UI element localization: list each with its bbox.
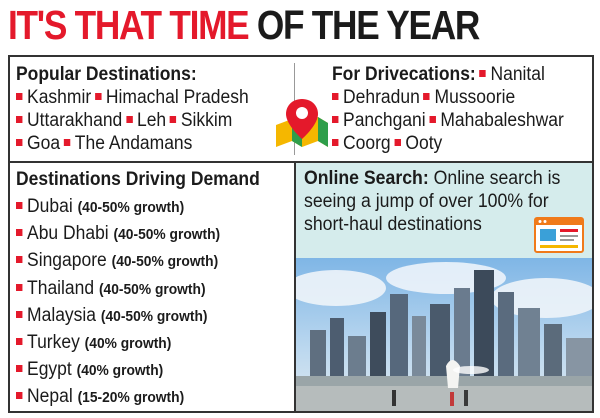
list-line: Goa The Andamans: [16, 132, 249, 155]
section-title: Destinations Driving Demand: [16, 169, 260, 190]
bullet: [16, 92, 23, 100]
list-item: Turkey (40% growth): [16, 330, 260, 357]
destination-name: Egypt: [27, 359, 72, 381]
bullet: [16, 392, 23, 400]
divider: [294, 163, 296, 411]
list-item: Coorg: [343, 133, 391, 154]
list-line: Panchgani Mahabaleshwar: [332, 109, 564, 132]
destination-name: Abu Dhabi: [27, 223, 109, 245]
map-pin-icon: [276, 99, 328, 147]
bullet: [16, 115, 23, 123]
list-item: Leh: [136, 110, 167, 131]
list-item: Mahabaleshwar: [440, 110, 564, 131]
destination-name: Thailand: [27, 277, 95, 299]
bullet: [169, 115, 177, 123]
list-item: Nanital: [490, 64, 545, 85]
growth-value: (40-50% growth): [77, 199, 185, 216]
list-item: Mussoorie: [434, 87, 516, 108]
bullet: [332, 138, 339, 146]
growth-value: (40% growth): [84, 335, 172, 353]
section-title: Popular Destinations:: [16, 64, 197, 85]
headline: IT'S THAT TIME OF THE YEAR: [8, 2, 481, 48]
growth-value: (40% growth): [76, 362, 164, 380]
bullet: [16, 256, 23, 264]
list-item: The Andamans: [74, 133, 193, 154]
bullet: [63, 138, 71, 146]
growth-value: (40-50% growth): [100, 307, 208, 325]
section-title: For Drivecations:: [332, 64, 476, 85]
list-line: Coorg Ooty: [332, 132, 564, 155]
online-search-panel: Online Search: Online search is seeing a…: [296, 163, 592, 411]
destinations-demand: Destinations Driving Demand Dubai (40-50…: [16, 168, 260, 412]
bullet: [16, 229, 23, 237]
list-item: Panchgani: [343, 110, 426, 131]
list-item: Himachal Pradesh: [105, 87, 249, 108]
popular-destinations: Popular Destinations: Kashmir Himachal Pr…: [16, 63, 249, 155]
bullet: [16, 283, 23, 291]
divider: [10, 161, 592, 163]
growth-value: (40-50% growth): [98, 280, 206, 298]
list-item: Uttarakhand: [27, 110, 123, 131]
bullet: [16, 365, 23, 373]
bullet: [479, 69, 486, 77]
list-item: Dehradun: [343, 87, 420, 108]
bullet: [332, 92, 339, 100]
list-item: Dubai (40-50% growth): [16, 194, 260, 221]
list-line: Kashmir Himachal Pradesh: [16, 86, 249, 109]
list-item: Malaysia (40-50% growth): [16, 303, 260, 330]
list-item: Nepal (15-20% growth): [16, 384, 260, 411]
list-item: Sikkim: [180, 110, 233, 131]
growth-value: (40-50% growth): [111, 253, 219, 271]
list-item: Thailand (40-50% growth): [16, 276, 260, 303]
info-box: Popular Destinations: Kashmir Himachal Pr…: [8, 55, 594, 413]
destination-name: Turkey: [27, 332, 80, 354]
bullet: [94, 92, 102, 100]
list-item: Goa: [27, 133, 61, 154]
list-line: For Drivecations: Nanital: [332, 63, 564, 86]
bullet: [16, 138, 23, 146]
bullet: [423, 92, 430, 100]
destination-name: Nepal: [27, 386, 73, 408]
singapore-skyline-photo: [296, 258, 592, 411]
growth-value: (15-20% growth): [77, 389, 185, 407]
list-line: Dehradun Mussoorie: [332, 86, 564, 109]
online-search-text: Online Search: Online search is seeing a…: [304, 167, 569, 236]
headline-black: OF THE YEAR: [248, 2, 481, 48]
bullet: [429, 115, 436, 123]
list-line: Uttarakhand Leh Sikkim: [16, 109, 249, 132]
browser-window-icon: [534, 217, 584, 253]
destination-name: Dubai: [27, 196, 73, 217]
bullet: [394, 138, 401, 146]
bullet: [16, 201, 23, 209]
bullet: [16, 310, 23, 318]
list-item: Ooty: [405, 133, 443, 154]
destination-name: Singapore: [27, 250, 107, 272]
list-item: Singapore (40-50% growth): [16, 248, 260, 275]
list-item: Kashmir: [27, 87, 92, 108]
list-item: Abu Dhabi (40-50% growth): [16, 221, 260, 248]
search-body: Online search is seeing a jump of over 1…: [304, 168, 561, 235]
destination-name: Malaysia: [27, 304, 97, 326]
bullet: [16, 338, 23, 345]
bullet: [332, 115, 339, 123]
headline-red: IT'S THAT TIME: [8, 2, 250, 48]
bullet: [125, 115, 133, 123]
drivecations: For Drivecations: Nanital Dehradun Mussoor…: [332, 63, 564, 155]
search-label: Online Search:: [304, 168, 429, 189]
list-item: Egypt (40% growth): [16, 357, 260, 384]
growth-value: (40-50% growth): [113, 226, 221, 244]
